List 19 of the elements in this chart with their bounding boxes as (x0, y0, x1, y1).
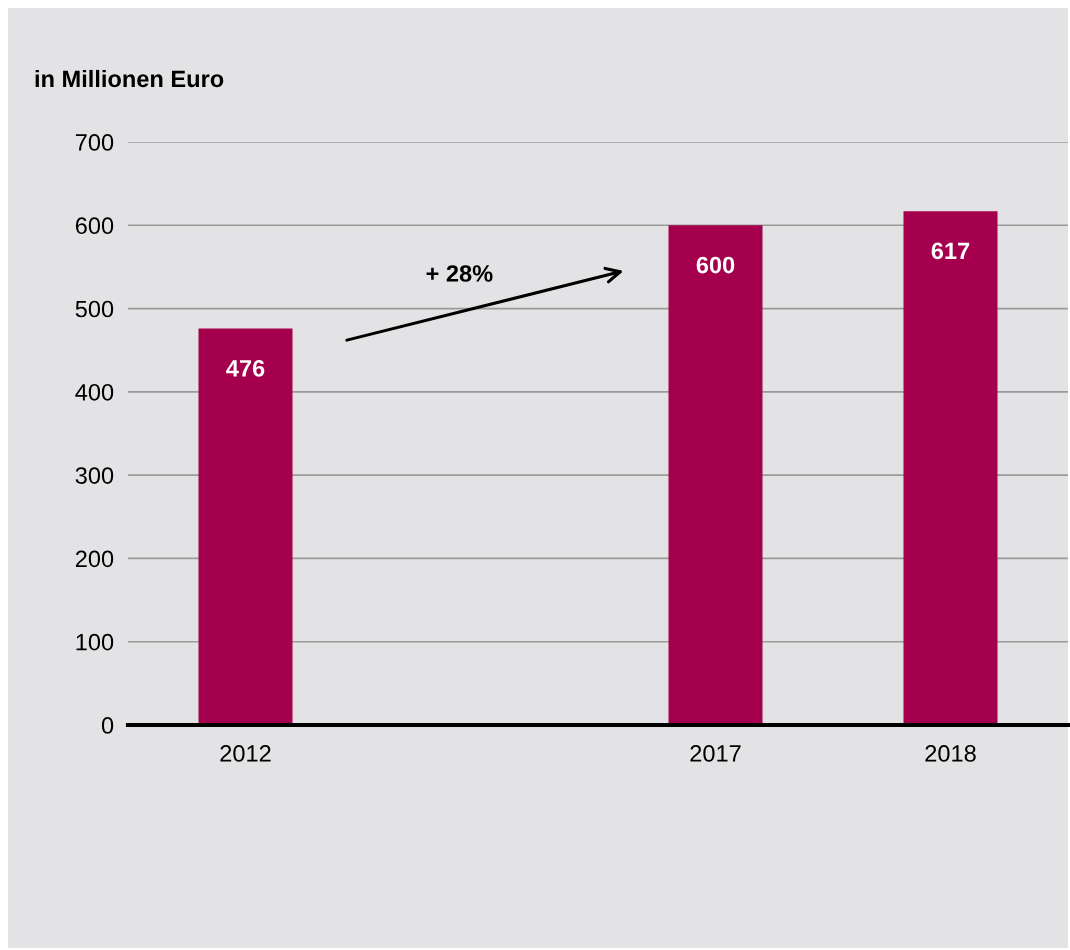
annotation: + 28% (426, 265, 493, 282)
data-label: 476 (226, 359, 265, 377)
data-label: 617 (931, 242, 970, 260)
bar (903, 211, 998, 725)
chart-title: in Millionen Euro (35, 69, 224, 88)
y-tick-label: 300 (75, 467, 114, 484)
x-tick-label: 2017 (690, 745, 741, 762)
y-tick-label: 600 (75, 217, 114, 235)
y-tick-label: 0 (101, 717, 114, 734)
y-tick-label: 200 (75, 550, 114, 568)
x-tick-label: 2018 (925, 745, 976, 762)
x-tick-label: 2012 (220, 745, 271, 762)
bar (668, 225, 763, 725)
y-tick-label: 100 (76, 633, 114, 651)
y-tick-label: 500 (75, 300, 114, 318)
y-tick-label: 400 (75, 383, 114, 401)
y-tick-label: 700 (75, 134, 114, 151)
data-label: 600 (696, 256, 735, 274)
bar (198, 328, 293, 725)
